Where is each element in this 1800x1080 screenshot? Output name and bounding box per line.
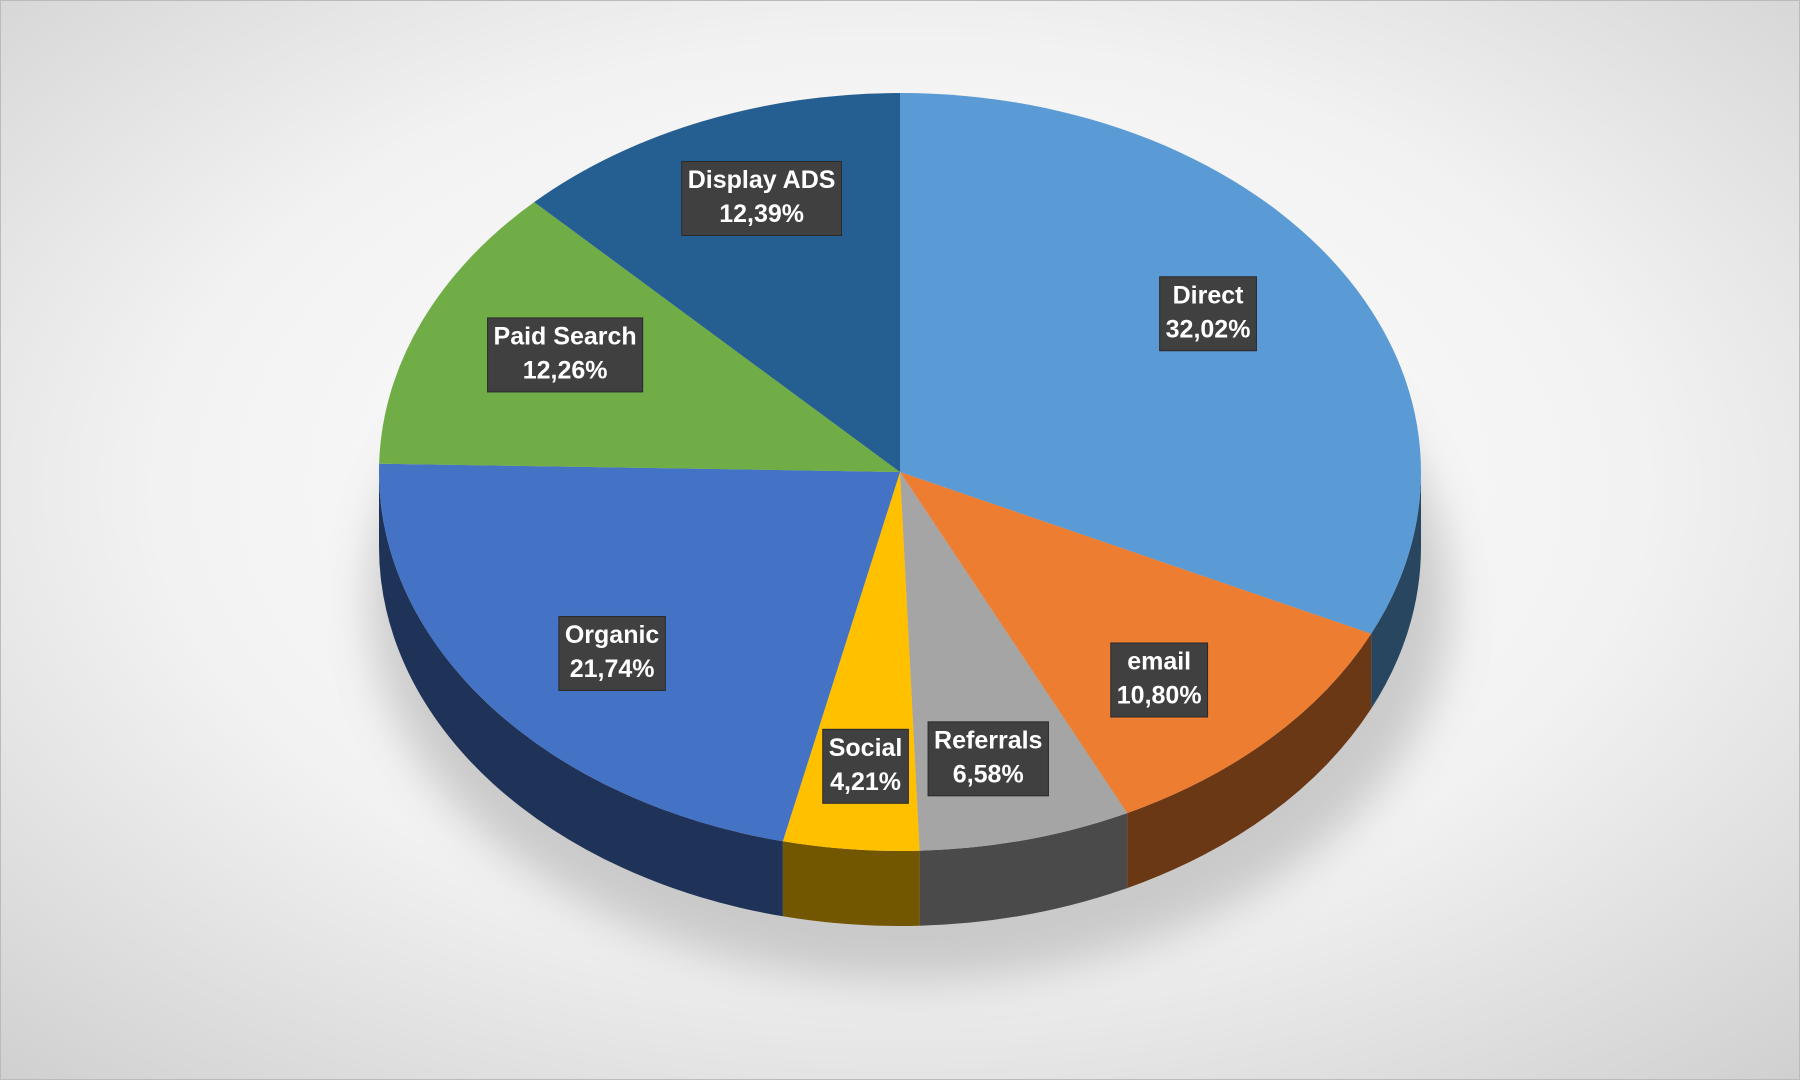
- pie-sides: [379, 472, 1421, 926]
- label-box: [558, 615, 666, 691]
- slice-side: [379, 472, 783, 917]
- data-label: Organic 21,74%: [558, 615, 666, 691]
- data-label: email 10,80%: [1110, 642, 1209, 718]
- label-name: Referrals: [934, 726, 1042, 754]
- label-value: 12,26%: [523, 357, 608, 385]
- slice-side: [919, 813, 1128, 926]
- label-name: Paid Search: [494, 323, 637, 351]
- data-label: Paid Search 12,26%: [487, 317, 644, 393]
- label-name: email: [1127, 648, 1191, 676]
- slice: [900, 93, 1421, 634]
- slice-side: [1127, 633, 1372, 889]
- label-value: 12,39%: [719, 200, 804, 228]
- label-box: [1159, 276, 1257, 352]
- label-value: 32,02%: [1166, 315, 1251, 343]
- label-box: [927, 721, 1049, 797]
- label-box: [681, 160, 842, 236]
- label-box: [1110, 642, 1209, 718]
- label-value: 21,74%: [570, 655, 655, 683]
- data-label: Display ADS 12,39%: [681, 160, 842, 236]
- label-name: Display ADS: [688, 166, 836, 194]
- data-label: Direct 32,02%: [1159, 276, 1257, 352]
- label-value: 4,21%: [830, 768, 901, 796]
- label-box: [822, 728, 909, 804]
- label-value: 6,58%: [953, 760, 1024, 788]
- data-label: Referrals 6,58%: [927, 721, 1049, 797]
- label-value: 10,80%: [1117, 682, 1202, 710]
- label-name: Organic: [565, 621, 660, 649]
- slice-side: [782, 841, 920, 926]
- label-box: [487, 317, 644, 393]
- data-label: Social 4,21%: [822, 728, 909, 804]
- label-name: Social: [829, 734, 903, 762]
- slice-side: [1371, 472, 1421, 709]
- data-labels: Direct 32,02% email 10,80% Referrals 6,58% Soc…: [487, 160, 1257, 804]
- label-name: Direct: [1173, 281, 1245, 309]
